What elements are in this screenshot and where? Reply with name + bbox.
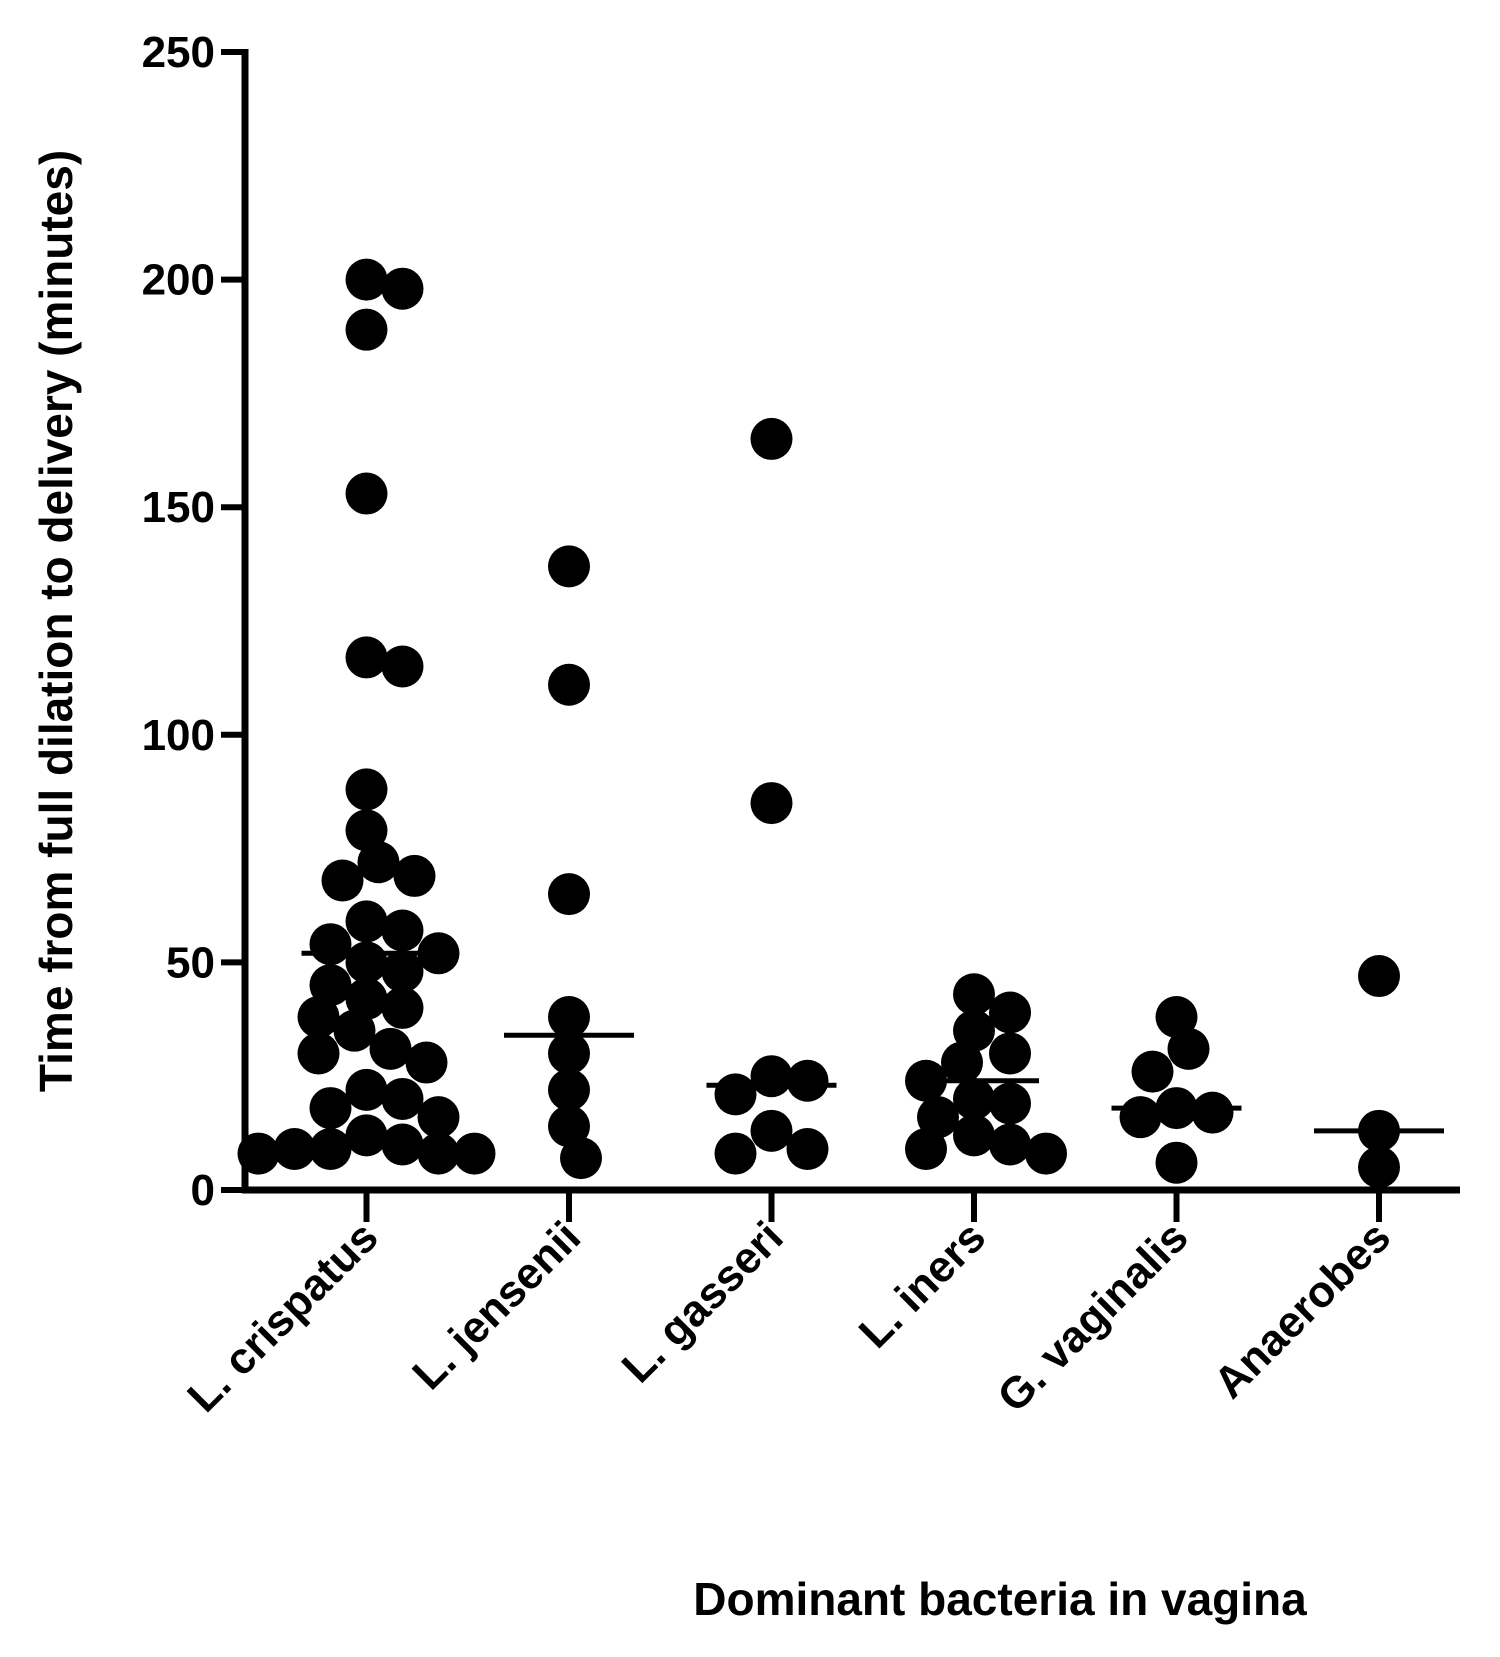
data-point: [345, 258, 388, 301]
data-point: [345, 768, 388, 811]
y-axis-title: Time from full dilation to delivery (min…: [30, 150, 82, 1092]
x-tick-label: L. iners: [850, 1212, 995, 1357]
data-point: [1358, 955, 1400, 998]
data-point: [381, 909, 424, 952]
data-point: [381, 950, 424, 993]
data-point: [345, 809, 388, 852]
data-point: [417, 1096, 460, 1139]
x-tick-label: Anaerobes: [1205, 1212, 1400, 1407]
data-point: [941, 1041, 983, 1084]
x-tick-label: L. jensenii: [403, 1212, 590, 1399]
x-tick-label: L. crispatus: [178, 1212, 387, 1421]
data-point: [309, 1087, 352, 1130]
data-point: [345, 1068, 388, 1111]
y-tick-label: 200: [142, 256, 215, 305]
data-point: [345, 636, 388, 679]
x-tick-label: G. vaginalis: [988, 1212, 1197, 1421]
data-point: [1358, 1146, 1400, 1189]
y-tick-label: 50: [166, 938, 215, 987]
data-point: [1155, 996, 1198, 1039]
data-point: [548, 545, 590, 588]
data-point: [345, 900, 388, 943]
data-point: [548, 873, 590, 916]
data-point: [1025, 1132, 1067, 1175]
data-point: [750, 1055, 793, 1098]
data-point: [357, 841, 400, 884]
data-point: [345, 1114, 388, 1157]
data-point: [1119, 1096, 1162, 1139]
data-point: [345, 308, 388, 351]
data-point: [786, 1059, 829, 1102]
data-point: [345, 941, 388, 984]
data-point: [953, 1114, 995, 1157]
data-point: [345, 472, 388, 515]
data-point: [381, 267, 424, 310]
data-point: [453, 1132, 496, 1175]
data-point: [381, 645, 424, 688]
data-point: [548, 996, 590, 1039]
data-point: [381, 986, 424, 1029]
data-point: [786, 1128, 829, 1171]
data-point: [548, 1068, 590, 1111]
data-point: [560, 1137, 602, 1180]
data-point: [1167, 1027, 1210, 1070]
data-point: [345, 977, 388, 1020]
data-point: [989, 991, 1031, 1034]
y-tick-label: 100: [142, 711, 215, 760]
data-point: [917, 1096, 959, 1139]
data-point: [1191, 1091, 1234, 1134]
x-tick-label: L. gasseri: [613, 1212, 793, 1392]
y-tick-label: 250: [142, 28, 215, 77]
data-point: [381, 1077, 424, 1120]
data-point: [333, 1009, 376, 1052]
data-point: [989, 1032, 1031, 1075]
data-point: [381, 1123, 424, 1166]
data-point: [750, 782, 793, 825]
data-point: [309, 923, 352, 966]
data-point: [297, 1032, 340, 1075]
data-point: [417, 932, 460, 975]
data-point: [750, 1109, 793, 1152]
data-point: [309, 1128, 352, 1171]
data-point: [1131, 1050, 1174, 1093]
data-point: [548, 1105, 590, 1148]
data-point: [905, 1128, 947, 1171]
data-point: [714, 1073, 757, 1116]
data-point: [953, 1077, 995, 1120]
data-point: [1155, 1141, 1198, 1184]
data-point: [273, 1128, 316, 1171]
data-point: [548, 663, 590, 706]
data-point: [714, 1132, 757, 1175]
data-point: [989, 1123, 1031, 1166]
data-point: [548, 1032, 590, 1075]
data-point: [953, 1009, 995, 1052]
data-point: [953, 973, 995, 1016]
data-point: [405, 1041, 448, 1084]
x-axis-title: Dominant bacteria in vagina: [693, 1573, 1307, 1625]
data-point: [321, 859, 364, 902]
data-point: [369, 1027, 412, 1070]
data-point: [309, 964, 352, 1007]
data-point: [237, 1132, 280, 1175]
data-point: [989, 1082, 1031, 1125]
data-point: [417, 1132, 460, 1175]
data-point: [393, 854, 436, 897]
data-point: [750, 417, 793, 460]
y-tick-label: 0: [191, 1166, 215, 1215]
y-tick-label: 150: [142, 483, 215, 532]
data-point: [297, 996, 340, 1039]
